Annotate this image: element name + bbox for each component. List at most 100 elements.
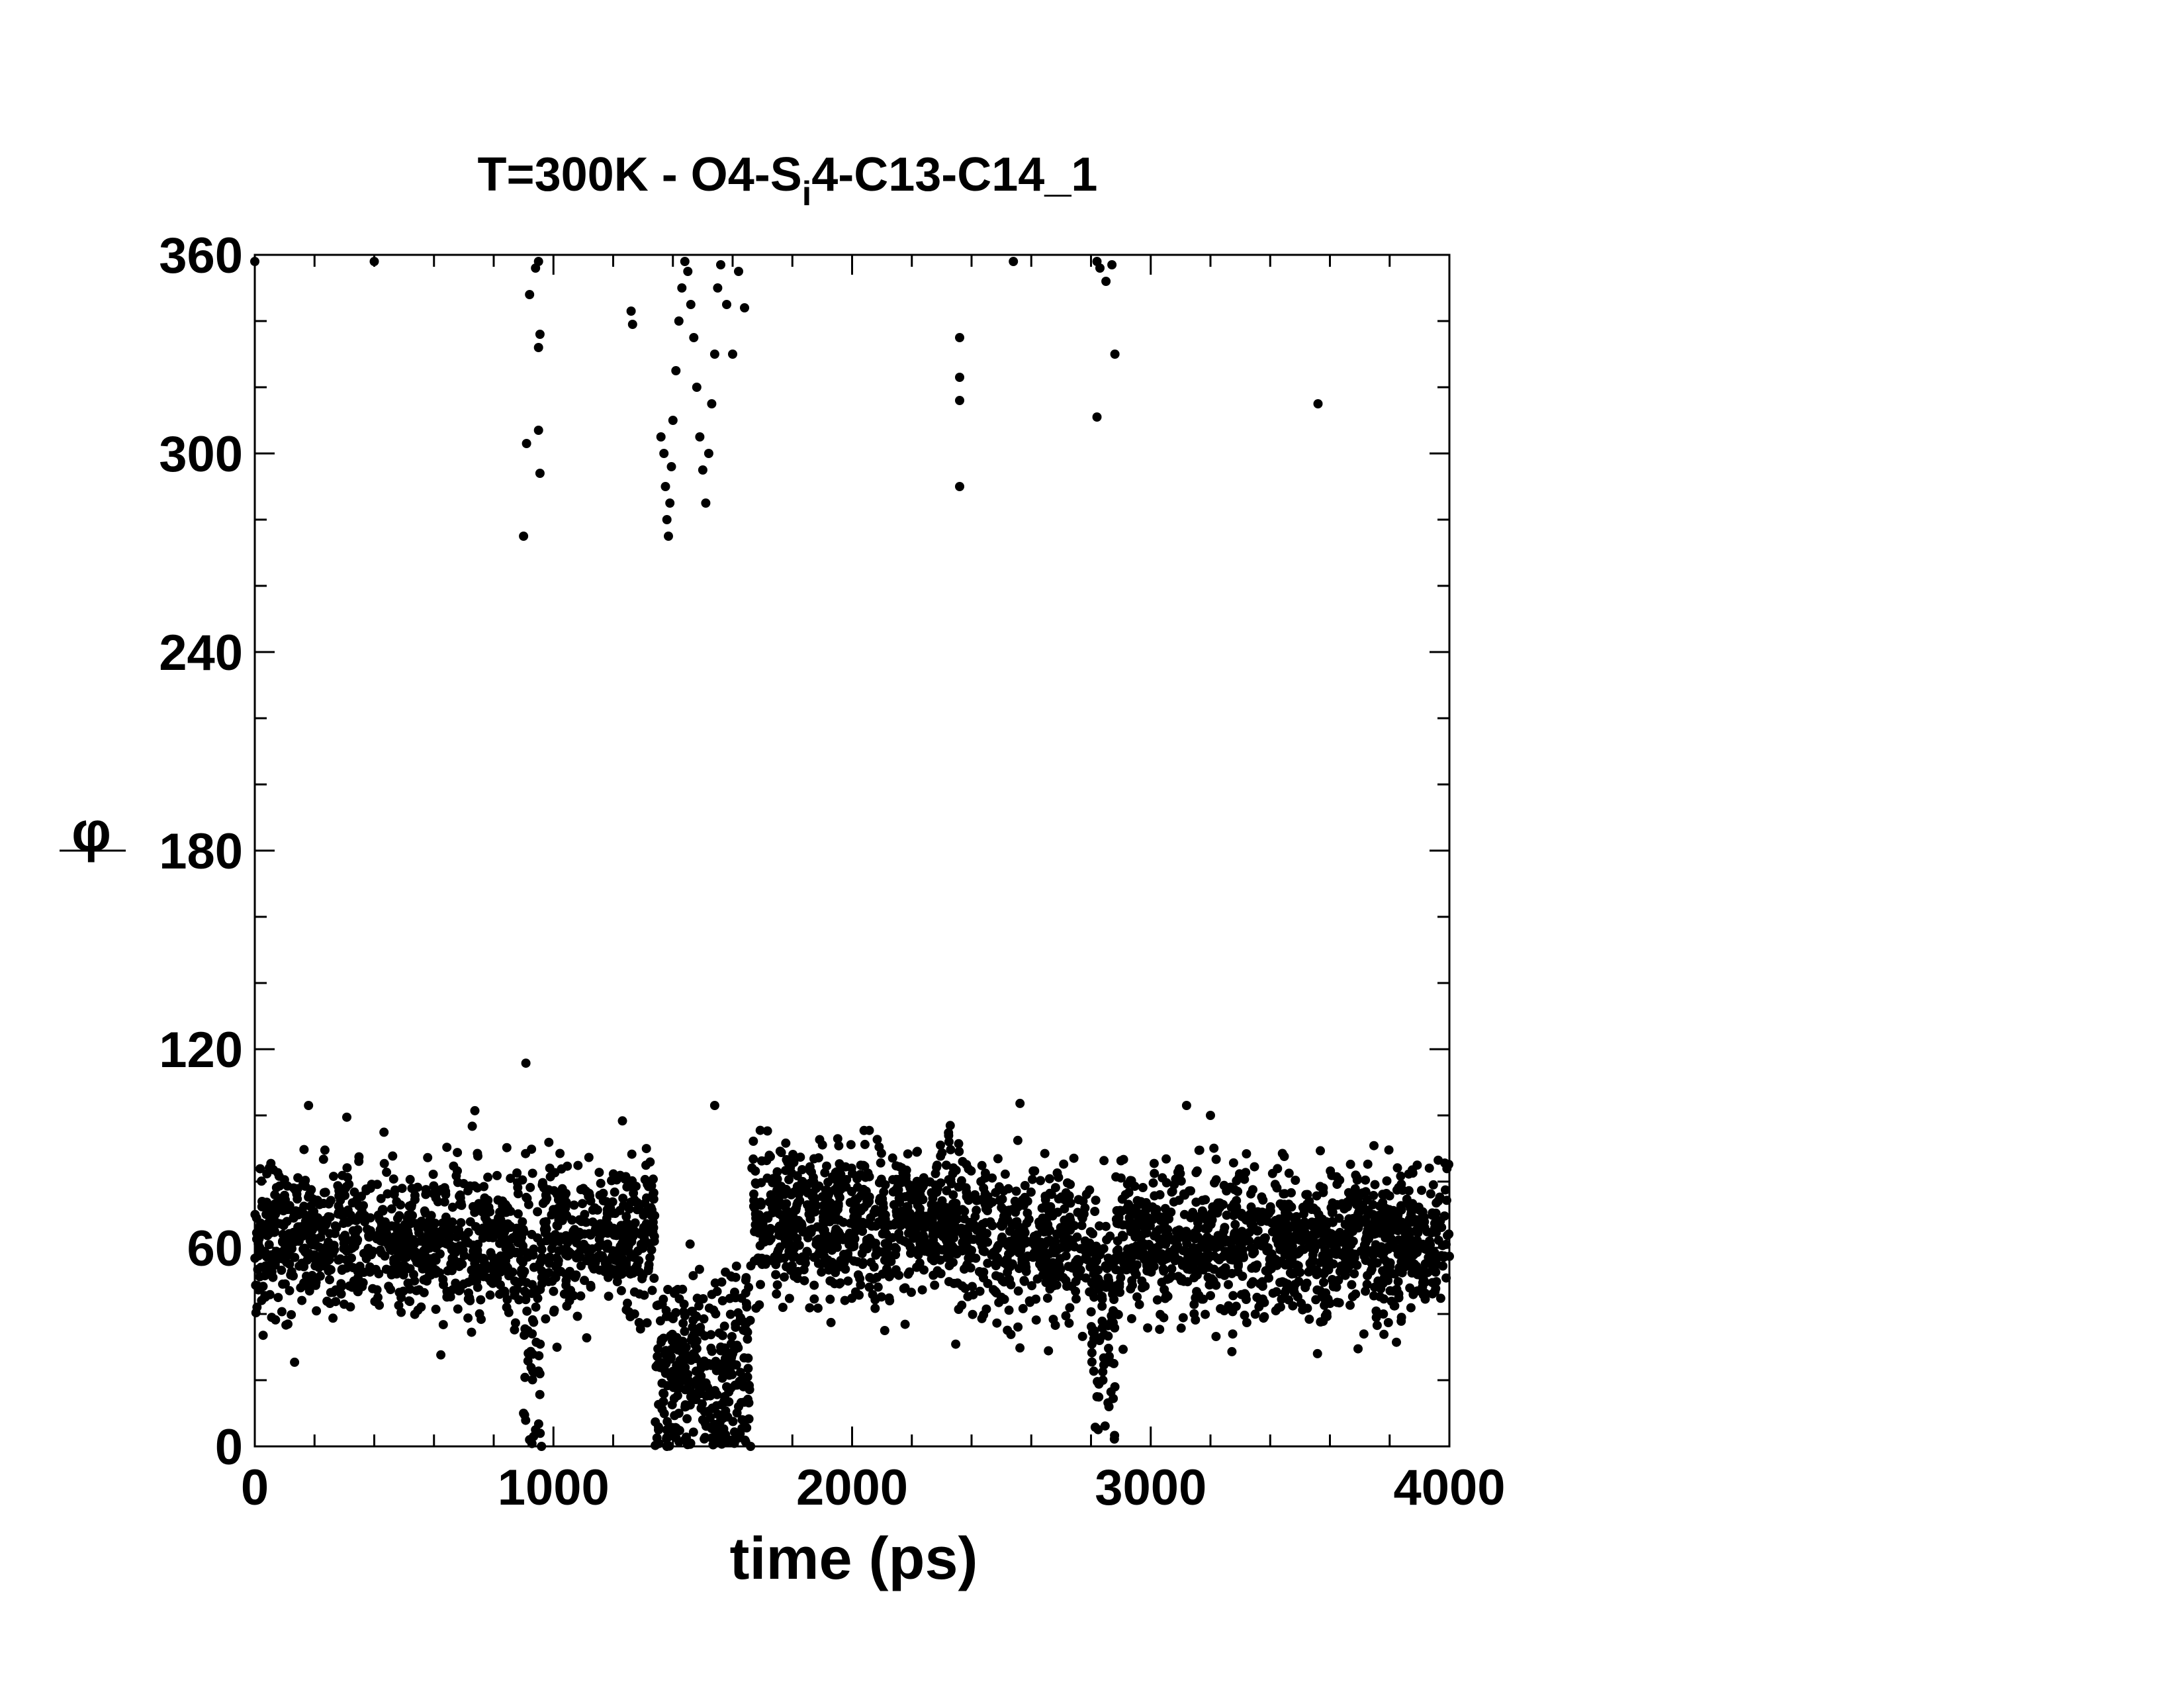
x-axis-label: time (ps) xyxy=(729,1526,978,1592)
data-point xyxy=(1064,1319,1073,1328)
data-point xyxy=(683,267,692,276)
data-point xyxy=(692,383,702,392)
data-point xyxy=(1030,1248,1039,1258)
data-point xyxy=(439,1320,448,1329)
data-point xyxy=(1232,1196,1241,1205)
data-point xyxy=(1240,1311,1250,1320)
data-point xyxy=(938,1232,948,1241)
data-point xyxy=(527,1329,537,1338)
data-point xyxy=(527,1230,537,1239)
data-point xyxy=(1153,1295,1162,1305)
data-point xyxy=(1222,1186,1231,1196)
data-point xyxy=(1068,1238,1077,1247)
data-point xyxy=(264,1208,273,1217)
data-point xyxy=(510,1291,519,1300)
data-point xyxy=(533,1286,542,1295)
data-point xyxy=(1065,1213,1074,1222)
data-point xyxy=(696,1404,705,1413)
data-point xyxy=(680,1363,690,1372)
data-point xyxy=(557,1267,566,1276)
data-point xyxy=(881,1239,890,1248)
data-point xyxy=(492,1171,502,1180)
data-point xyxy=(996,1221,1005,1230)
data-point xyxy=(1377,1220,1386,1229)
data-point xyxy=(586,1282,596,1291)
data-point xyxy=(1078,1332,1087,1341)
data-point xyxy=(1224,1280,1233,1289)
data-point xyxy=(377,1248,386,1258)
data-point xyxy=(1353,1209,1363,1219)
data-point xyxy=(813,1303,823,1313)
data-point xyxy=(477,1315,486,1324)
data-point xyxy=(807,1188,817,1197)
data-point xyxy=(883,1251,892,1260)
data-point xyxy=(1375,1201,1385,1211)
data-point xyxy=(1169,1248,1179,1257)
data-point xyxy=(429,1182,438,1191)
data-point xyxy=(662,1417,672,1427)
data-point xyxy=(1046,1202,1055,1211)
data-point xyxy=(678,1285,687,1294)
data-point xyxy=(1408,1268,1417,1278)
data-point xyxy=(830,1205,839,1214)
data-point xyxy=(373,1293,383,1302)
data-point xyxy=(1389,1219,1398,1229)
data-point xyxy=(958,1205,967,1214)
data-point xyxy=(855,1274,864,1284)
data-point xyxy=(1417,1266,1426,1275)
data-point xyxy=(535,1340,545,1349)
data-point xyxy=(471,1249,480,1258)
data-point xyxy=(849,1229,858,1238)
data-point xyxy=(657,432,666,442)
data-point xyxy=(781,1166,790,1175)
data-point xyxy=(1179,1313,1188,1323)
data-point xyxy=(757,1156,766,1166)
data-point xyxy=(1150,1169,1159,1178)
data-point xyxy=(1156,1190,1165,1199)
data-point xyxy=(1280,1189,1289,1198)
data-point xyxy=(1404,1257,1414,1266)
data-point xyxy=(731,1273,741,1282)
data-point xyxy=(743,1335,752,1344)
data-point xyxy=(802,1247,811,1256)
data-point xyxy=(1013,1136,1023,1145)
data-point xyxy=(1053,1168,1062,1178)
data-point xyxy=(531,1303,541,1312)
data-point xyxy=(520,1410,529,1419)
data-point xyxy=(794,1267,803,1276)
data-point xyxy=(1264,1274,1273,1283)
data-point xyxy=(1012,1187,1021,1196)
data-point xyxy=(1277,1241,1286,1250)
data-point xyxy=(494,1196,503,1205)
data-point xyxy=(378,1206,387,1215)
data-point xyxy=(1351,1170,1360,1180)
data-point xyxy=(952,1215,962,1224)
data-point xyxy=(1019,1276,1028,1286)
data-point xyxy=(329,1172,338,1181)
data-point xyxy=(1216,1199,1225,1208)
data-point xyxy=(741,1288,751,1297)
data-point xyxy=(396,1200,405,1209)
data-point xyxy=(539,1217,549,1227)
data-point xyxy=(782,1262,791,1272)
data-point xyxy=(502,1143,512,1152)
data-point xyxy=(776,1182,785,1191)
data-point xyxy=(1242,1215,1251,1225)
data-point xyxy=(296,1222,305,1231)
data-point xyxy=(334,1201,343,1211)
data-point xyxy=(1393,1163,1402,1172)
data-point xyxy=(1333,1298,1342,1307)
data-point xyxy=(534,1419,543,1429)
data-point xyxy=(1065,1303,1074,1313)
data-point xyxy=(1253,1238,1262,1247)
data-point xyxy=(756,1280,765,1289)
data-point xyxy=(519,1225,528,1234)
data-point xyxy=(1319,1269,1328,1278)
data-point xyxy=(355,1211,365,1220)
data-point xyxy=(257,1176,266,1186)
data-point xyxy=(1126,1176,1135,1185)
data-point xyxy=(1126,1284,1135,1293)
y-axis-label: φ xyxy=(71,800,111,863)
data-point xyxy=(833,1238,842,1247)
data-point xyxy=(394,1211,404,1221)
